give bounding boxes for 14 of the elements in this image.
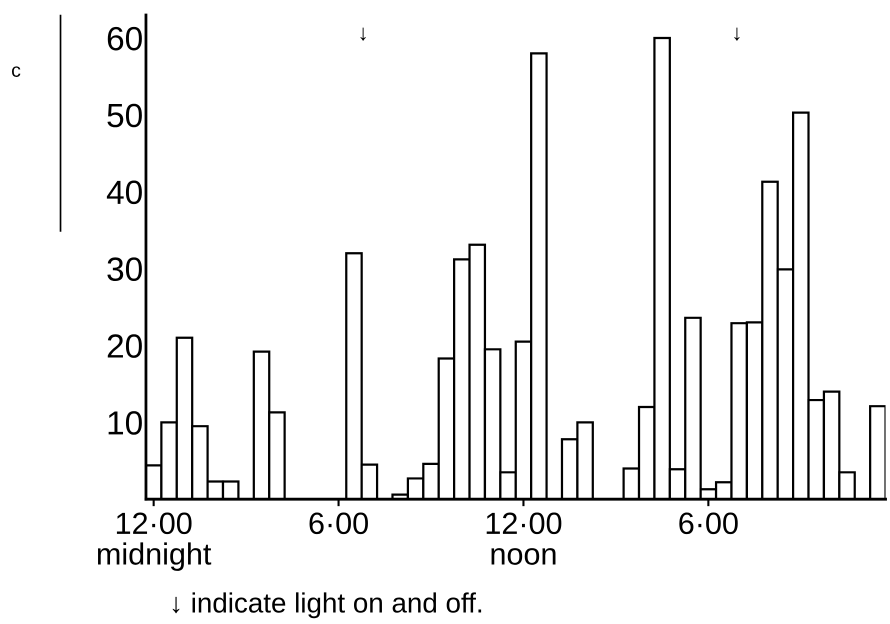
annotation: ↓ — [734, 28, 740, 41]
x-tick-label: 12·00 noon — [486, 512, 562, 565]
text: c — [12, 66, 20, 77]
x-tick-label: 12·00 midnight — [98, 512, 212, 571]
x-tick-label: 6·00 — [310, 512, 368, 534]
y-tick-label: 40 — [106, 180, 142, 204]
text: ↓ indicate light on and off. — [172, 592, 482, 618]
y-tick-label: 30 — [107, 257, 142, 282]
y-tick-label: 20 — [108, 334, 142, 358]
y-tick-label: 60 — [108, 26, 142, 50]
annotation: ↓ — [360, 28, 366, 41]
x-tick-label: 6·00 — [679, 512, 738, 534]
y-tick-label: 50 — [107, 104, 142, 128]
y-tick-label: 10 — [108, 411, 142, 435]
